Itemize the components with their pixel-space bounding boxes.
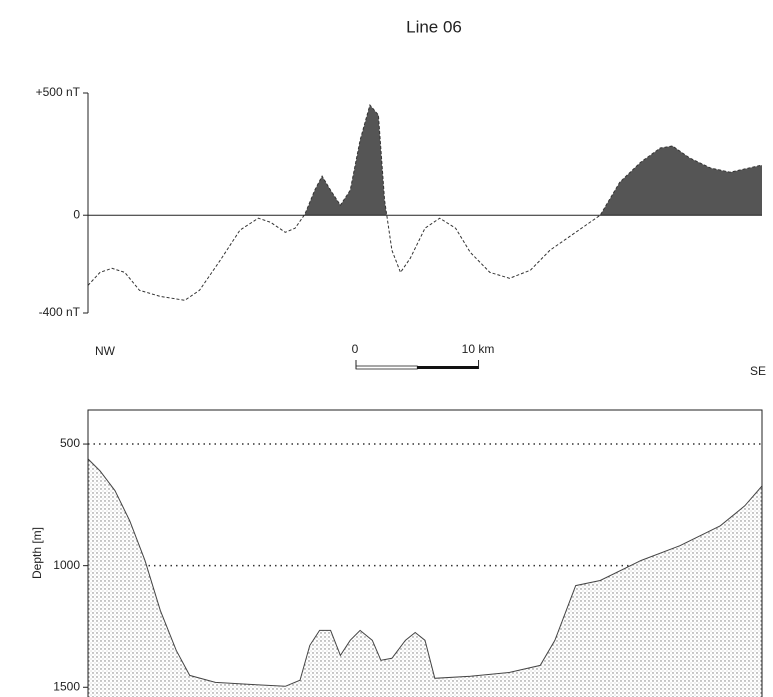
scale-label: 0 xyxy=(352,342,359,356)
y-axis-label: Depth [m] xyxy=(30,527,44,579)
y-tick-label: 500 xyxy=(60,436,80,450)
direction-label: NW xyxy=(95,344,116,358)
y-tick-label: +500 nT xyxy=(36,85,81,99)
scale-label: 10 km xyxy=(462,342,495,356)
y-tick-label: 0 xyxy=(73,207,80,221)
figure: Line 06 NW SE 0 10 km Depth [m] +500 nT 0… xyxy=(0,0,773,697)
y-tick-label: 1000 xyxy=(53,558,80,572)
positive-anomaly-area xyxy=(88,105,762,300)
direction-label: SE xyxy=(750,364,766,378)
seafloor-area xyxy=(88,459,762,697)
y-tick-label: -400 nT xyxy=(39,305,81,319)
scale-bar-half xyxy=(417,366,478,369)
scale-bar-half xyxy=(356,366,417,369)
chart-title: Line 06 xyxy=(406,17,462,36)
y-tick-label: 1500 xyxy=(53,679,80,693)
